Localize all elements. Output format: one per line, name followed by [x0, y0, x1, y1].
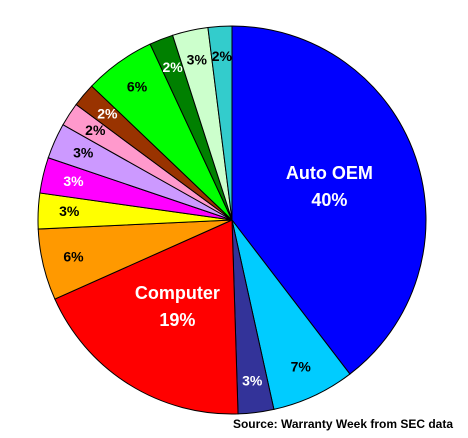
slice-value-label: 3%: [187, 52, 208, 68]
slice-value-label: 40%: [311, 190, 347, 210]
slice-category: Auto OEM: [286, 163, 373, 183]
pie-slice: [207, 25, 233, 221]
slice-value-label: 2%: [212, 48, 233, 64]
slice-value-label: 2%: [97, 106, 118, 122]
pie-slice: [54, 219, 239, 415]
slice-value-label: 3%: [59, 203, 80, 219]
slice-value-label: 7%: [291, 358, 312, 374]
slice-value-label: 3%: [242, 372, 263, 388]
slice-category: Computer: [135, 283, 220, 303]
pie-slice: [231, 25, 427, 375]
source-note: Source: Warranty Week from SEC data: [233, 417, 453, 431]
slice-value-label: 19%: [159, 310, 195, 330]
slice-value-label: 2%: [85, 122, 106, 138]
slice-value-label: 3%: [63, 173, 84, 189]
slice-value-label: 6%: [127, 78, 148, 94]
slice-value-label: 2%: [162, 59, 183, 75]
slice-value-label: 3%: [73, 144, 94, 160]
slice-value-label: 6%: [63, 248, 84, 264]
